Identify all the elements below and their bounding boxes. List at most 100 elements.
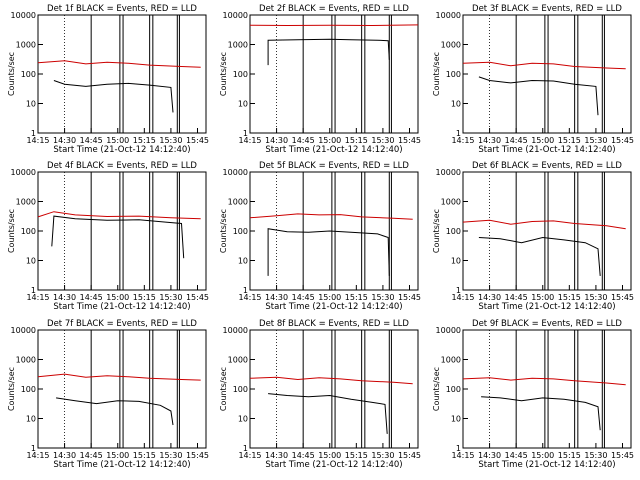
panel-title: Det 4f BLACK = Events, RED = LLD xyxy=(47,161,197,171)
x-tick-label: 15:45 xyxy=(186,293,209,302)
series-line-lld xyxy=(462,219,626,230)
panel-title: Det 6f BLACK = Events, RED = LLD xyxy=(472,161,622,171)
series-line-lld xyxy=(249,376,413,385)
x-tick-label: 14:30 xyxy=(265,293,288,302)
y-tick-label: 1000 xyxy=(228,198,248,207)
y-axis-label: Counts/sec xyxy=(219,367,228,411)
y-tick-label: 1 xyxy=(243,129,248,138)
y-tick-label: 1000 xyxy=(228,41,248,50)
x-tick-label: 14:15 xyxy=(238,451,261,460)
y-tick-label: 10000 xyxy=(223,11,248,20)
x-tick-label: 15:15 xyxy=(558,136,581,145)
x-tick-label: 15:00 xyxy=(318,136,341,145)
y-tick-label: 1 xyxy=(243,286,248,295)
x-tick-label: 15:45 xyxy=(611,293,634,302)
y-tick-label: 10000 xyxy=(436,168,461,177)
x-axis-label: Start Time (21-Oct-12 14:12:40) xyxy=(478,460,615,470)
x-tick-label: 14:45 xyxy=(80,451,103,460)
panel-det-6: Det 6f BLACK = Events, RED = LLD 1 10 100 10… xyxy=(432,161,634,312)
x-tick-label: 15:30 xyxy=(371,293,394,302)
y-tick-label: 1000 xyxy=(228,356,248,365)
y-tick-label: 1 xyxy=(456,286,461,295)
y-tick-label: 10 xyxy=(26,257,36,266)
y-tick-label: 10000 xyxy=(436,11,461,20)
x-tick-label: 15:45 xyxy=(611,451,634,460)
x-tick-label: 14:45 xyxy=(505,451,528,460)
y-axis-label: Counts/sec xyxy=(7,367,16,411)
y-tick-label: 10000 xyxy=(11,168,36,177)
series-line-events xyxy=(268,393,388,434)
y-tick-label: 10000 xyxy=(11,326,36,335)
y-tick-label: 1 xyxy=(31,444,36,453)
y-tick-label: 100 xyxy=(446,70,461,79)
x-tick-label: 15:45 xyxy=(611,136,634,145)
x-tick-label: 14:30 xyxy=(478,136,501,145)
x-tick-label: 15:30 xyxy=(371,451,394,460)
panel-det-3: Det 3f BLACK = Events, RED = LLD 1 10 100 10… xyxy=(432,4,634,155)
x-tick-label: 15:00 xyxy=(531,136,554,145)
y-tick-label: 10000 xyxy=(223,168,248,177)
x-tick-label: 14:15 xyxy=(451,293,474,302)
x-axis-label: Start Time (21-Oct-12 14:12:40) xyxy=(265,302,402,312)
x-axis-label: Start Time (21-Oct-12 14:12:40) xyxy=(265,145,402,155)
x-tick-label: 14:45 xyxy=(80,136,103,145)
plot-frame xyxy=(462,329,632,449)
panel-det-9: Det 9f BLACK = Events, RED = LLD 1 10 100 10… xyxy=(432,319,634,470)
x-tick-label: 15:15 xyxy=(558,293,581,302)
x-tick-label: 14:30 xyxy=(265,451,288,460)
series-line-lld xyxy=(37,373,201,381)
x-tick-label: 15:00 xyxy=(318,451,341,460)
y-tick-label: 100 xyxy=(446,385,461,394)
series-line-events xyxy=(51,215,185,259)
y-tick-label: 100 xyxy=(21,70,36,79)
series-line-events xyxy=(267,228,390,276)
plot-frame xyxy=(37,329,207,449)
series-line-events xyxy=(267,38,390,66)
x-tick-label: 14:15 xyxy=(26,136,49,145)
x-tick-label: 15:30 xyxy=(159,136,182,145)
x-tick-label: 14:30 xyxy=(265,136,288,145)
panel-det-8: Det 8f BLACK = Events, RED = LLD 1 10 100 10… xyxy=(219,319,421,470)
x-tick-label: 14:45 xyxy=(292,451,315,460)
x-tick-label: 15:30 xyxy=(584,136,607,145)
panel-det-2: Det 2f BLACK = Events, RED = LLD 1 10 100 10… xyxy=(219,4,421,155)
x-tick-label: 14:15 xyxy=(26,293,49,302)
x-tick-label: 14:45 xyxy=(292,293,315,302)
y-tick-label: 1 xyxy=(456,129,461,138)
y-tick-label: 10 xyxy=(26,100,36,109)
series-line-events xyxy=(478,76,599,116)
plot-frame xyxy=(462,14,632,134)
y-axis-label: Counts/sec xyxy=(219,52,228,96)
y-tick-label: 1 xyxy=(456,444,461,453)
y-tick-label: 1000 xyxy=(441,41,461,50)
x-tick-label: 15:45 xyxy=(186,136,209,145)
series-line-lld xyxy=(462,61,626,70)
x-axis-label: Start Time (21-Oct-12 14:12:40) xyxy=(265,460,402,470)
y-tick-label: 100 xyxy=(233,227,248,236)
x-tick-label: 15:00 xyxy=(318,293,341,302)
panel-det-7: Det 7f BLACK = Events, RED = LLD 1 10 100 10… xyxy=(7,319,209,470)
panel-det-1: Det 1f BLACK = Events, RED = LLD 1 10 100 10… xyxy=(7,4,209,155)
series-line-events xyxy=(478,236,601,276)
plot-frame xyxy=(249,329,419,449)
x-tick-label: 14:45 xyxy=(505,293,528,302)
x-tick-label: 15:15 xyxy=(345,293,368,302)
y-tick-label: 10 xyxy=(238,257,248,266)
panel-title: Det 1f BLACK = Events, RED = LLD xyxy=(47,4,197,14)
y-tick-label: 10 xyxy=(451,100,461,109)
panel-title: Det 3f BLACK = Events, RED = LLD xyxy=(472,4,622,14)
series-line-lld xyxy=(37,60,201,68)
y-tick-label: 1000 xyxy=(16,198,36,207)
x-tick-label: 15:15 xyxy=(133,136,156,145)
x-tick-label: 15:00 xyxy=(531,451,554,460)
x-tick-label: 14:30 xyxy=(53,136,76,145)
x-tick-label: 15:00 xyxy=(106,451,129,460)
x-tick-label: 14:15 xyxy=(238,293,261,302)
x-tick-label: 14:45 xyxy=(505,136,528,145)
x-tick-label: 15:00 xyxy=(106,293,129,302)
y-axis-label: Counts/sec xyxy=(432,52,441,96)
y-tick-label: 10 xyxy=(451,257,461,266)
x-axis-label: Start Time (21-Oct-12 14:12:40) xyxy=(53,460,190,470)
plot-frame xyxy=(249,14,419,134)
